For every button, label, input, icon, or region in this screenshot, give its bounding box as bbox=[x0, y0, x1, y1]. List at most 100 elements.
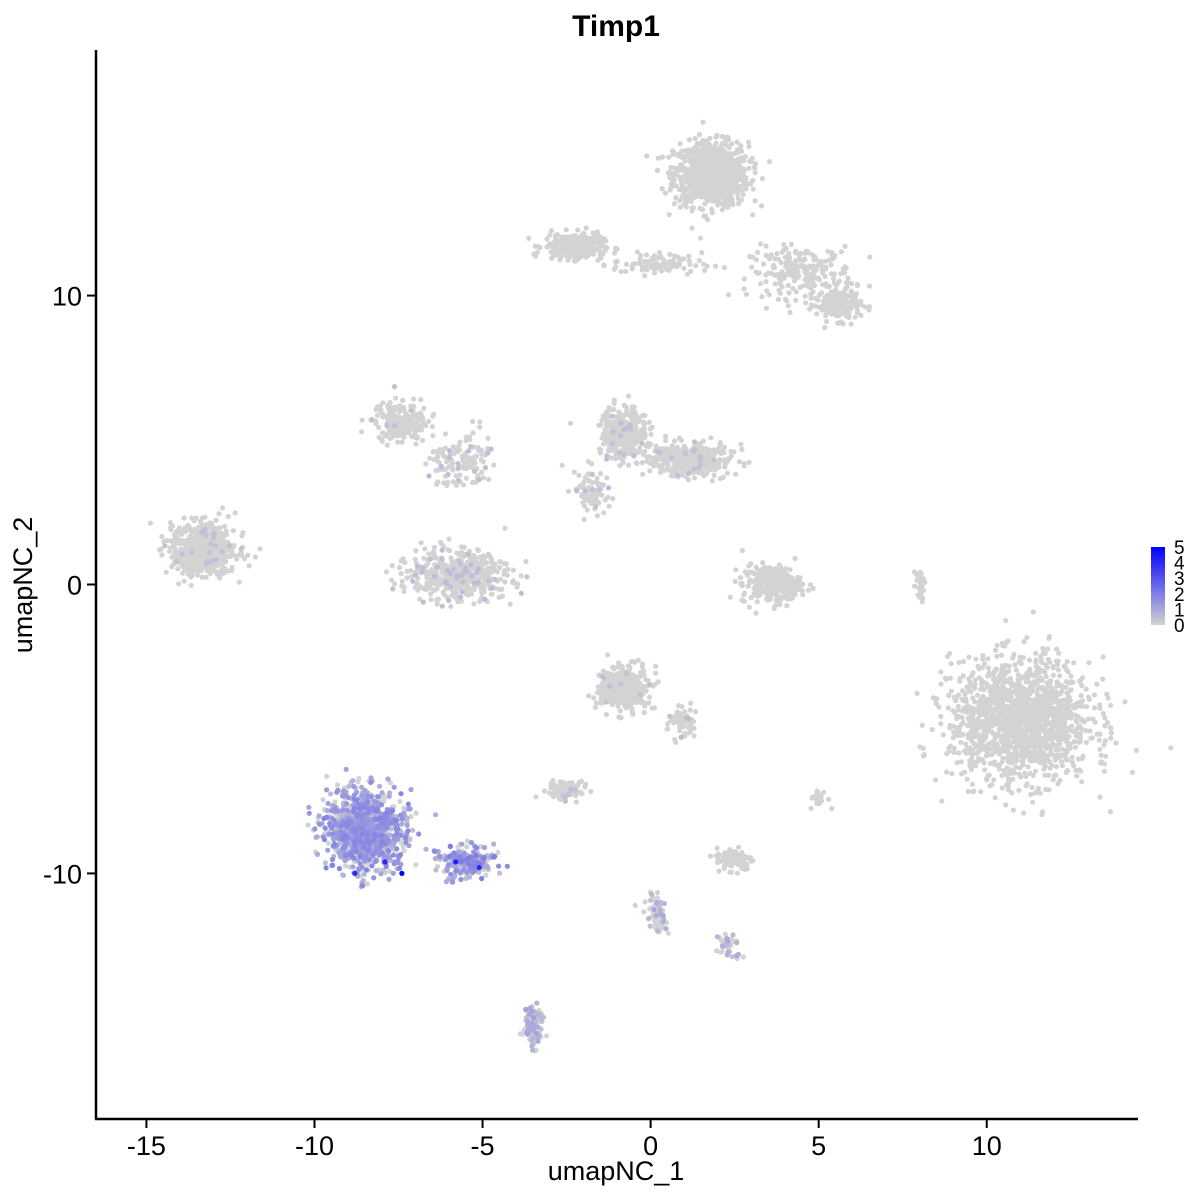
cell-point bbox=[232, 510, 238, 516]
cell-point bbox=[450, 444, 456, 450]
cell-point bbox=[589, 480, 595, 486]
cell-point bbox=[739, 580, 745, 587]
cell-point bbox=[380, 414, 386, 420]
cell-point bbox=[225, 554, 231, 560]
cell-point bbox=[1108, 735, 1114, 741]
cell-point bbox=[223, 528, 229, 534]
cell-point bbox=[201, 540, 207, 547]
cell-point bbox=[668, 262, 675, 268]
cell-point bbox=[451, 451, 457, 457]
cell-point bbox=[673, 195, 679, 201]
cell-point bbox=[382, 433, 388, 439]
cell-point bbox=[472, 553, 478, 560]
cell-point bbox=[551, 247, 557, 253]
cell-point bbox=[510, 567, 516, 573]
cell-point bbox=[1053, 763, 1059, 770]
cell-point bbox=[427, 455, 433, 461]
cell-point bbox=[548, 228, 555, 234]
cell-point bbox=[1017, 654, 1023, 660]
cell-point bbox=[499, 593, 506, 599]
cell-point bbox=[783, 566, 789, 572]
cell-point bbox=[667, 169, 673, 175]
cell-point bbox=[831, 275, 837, 282]
cell-point bbox=[214, 571, 220, 578]
cell-point bbox=[970, 670, 976, 676]
cell-point bbox=[679, 148, 685, 154]
cell-point bbox=[234, 556, 240, 562]
cell-point bbox=[965, 788, 971, 795]
cell-point bbox=[392, 406, 398, 412]
cell-point bbox=[716, 147, 722, 153]
cell-point bbox=[1045, 646, 1051, 652]
cell-point bbox=[654, 167, 660, 174]
cell-point bbox=[759, 294, 765, 300]
cell-point bbox=[1100, 711, 1106, 717]
cell-point bbox=[738, 155, 744, 161]
cell-point bbox=[514, 581, 521, 587]
cell-point bbox=[772, 578, 779, 584]
cell-point bbox=[193, 557, 199, 564]
cell-point bbox=[758, 585, 764, 591]
cell-point bbox=[501, 568, 507, 574]
cell-point bbox=[947, 725, 953, 731]
cell-point bbox=[765, 597, 771, 603]
cell-point bbox=[1030, 799, 1036, 805]
cell-point bbox=[805, 587, 812, 593]
cell-point bbox=[257, 546, 263, 552]
cell-point bbox=[170, 523, 176, 529]
cell-point bbox=[463, 475, 469, 481]
cell-point bbox=[709, 478, 716, 484]
cell-point bbox=[758, 203, 765, 209]
cell-point bbox=[779, 284, 785, 290]
cell-point bbox=[706, 191, 713, 198]
cell-point bbox=[413, 548, 419, 554]
cell-point bbox=[1042, 761, 1048, 768]
cell-point bbox=[791, 278, 798, 284]
cell-point bbox=[450, 479, 456, 485]
cell-point bbox=[775, 271, 781, 278]
cell-point bbox=[175, 566, 181, 572]
cell-point bbox=[789, 591, 795, 597]
cell-point bbox=[446, 536, 452, 542]
cell-point bbox=[668, 181, 674, 187]
cell-point bbox=[1042, 669, 1048, 675]
cell-point bbox=[652, 255, 658, 261]
cell-point bbox=[389, 563, 395, 569]
cell-point bbox=[430, 567, 436, 573]
cell-point bbox=[638, 253, 644, 259]
cell-point bbox=[739, 547, 745, 554]
cell-point bbox=[671, 201, 678, 207]
cell-point bbox=[689, 461, 695, 468]
cell-point bbox=[220, 542, 226, 549]
cell-point bbox=[496, 586, 503, 593]
cell-point bbox=[823, 318, 830, 325]
cell-point bbox=[693, 263, 699, 269]
cell-point bbox=[1006, 663, 1012, 669]
cell-point bbox=[385, 417, 391, 423]
cell-point bbox=[655, 155, 662, 161]
cell-point bbox=[998, 652, 1005, 658]
cell-point bbox=[651, 261, 657, 267]
cell-point bbox=[189, 515, 195, 521]
chart-title: Timp1 bbox=[572, 10, 660, 43]
cell-point bbox=[749, 155, 755, 161]
cell-point bbox=[715, 189, 721, 195]
cell-point bbox=[667, 251, 673, 257]
cell-point bbox=[579, 232, 585, 238]
cell-point bbox=[172, 549, 178, 555]
cell-point bbox=[782, 581, 788, 587]
cell-point bbox=[418, 584, 424, 590]
cell-point bbox=[852, 314, 858, 320]
cell-point bbox=[418, 412, 424, 418]
cell-point bbox=[664, 266, 670, 272]
cell-point bbox=[509, 579, 515, 585]
cell-point bbox=[600, 251, 606, 257]
cell-point bbox=[613, 259, 619, 265]
cell-point bbox=[544, 244, 550, 250]
cell-point bbox=[738, 143, 744, 149]
cell-point bbox=[1078, 693, 1084, 699]
cell-point bbox=[1072, 744, 1079, 750]
cell-point bbox=[624, 412, 630, 418]
cell-point bbox=[475, 547, 481, 553]
cell-point bbox=[815, 275, 822, 281]
